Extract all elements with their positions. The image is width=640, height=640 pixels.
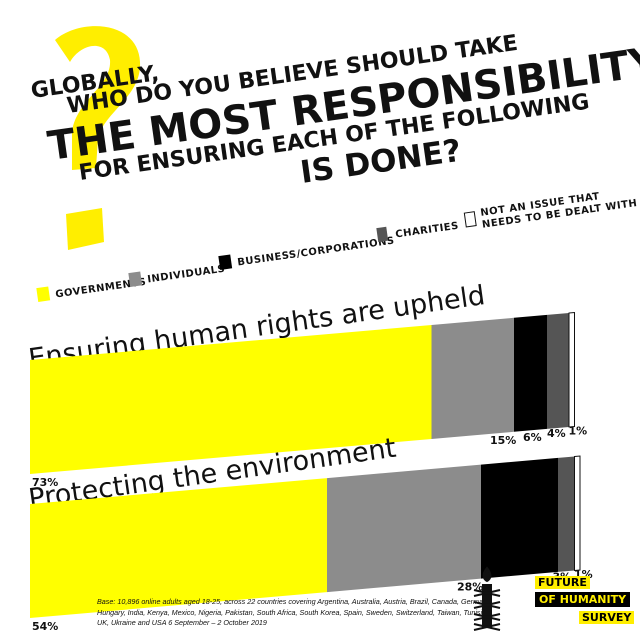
bar-segment: [30, 325, 432, 474]
bar-segment: [30, 478, 327, 618]
bar-segment: [481, 457, 558, 579]
footnote: Base: 10,896 online adults aged 18-25, a…: [97, 597, 492, 627]
logo-line-1: FUTURE: [535, 576, 590, 589]
legend-swatch: [376, 226, 389, 242]
amnesty-candle-logo: [473, 566, 501, 631]
question-mark-hook: [55, 26, 141, 171]
bar-segment: [327, 464, 481, 593]
value-label: 73%: [32, 476, 58, 489]
bar-segment: [547, 313, 569, 429]
question-mark-graphic: [55, 26, 141, 250]
legend: GOVERNMENTSINDIVIDUALSBUSINESS/CORPORATI…: [36, 191, 638, 302]
value-label: 1%: [569, 425, 588, 438]
candle-in-barbed-wire-icon: [473, 566, 501, 631]
bar-segment: [568, 311, 575, 428]
bar-segment: [514, 314, 547, 432]
legend-swatch: [463, 211, 477, 228]
legend-swatch: [218, 254, 233, 270]
bar-segment: [558, 456, 575, 572]
value-label: 54%: [32, 620, 58, 633]
question-mark-dot: [66, 208, 104, 250]
legend-swatch: [36, 286, 51, 302]
legend-label: INDIVIDUALS: [147, 264, 226, 286]
logo-line-2: OF HUMANITY: [535, 592, 631, 607]
value-label: 4%: [547, 427, 566, 440]
future-of-humanity-logo: FUTURE OF HUMANITY SURVEY: [535, 576, 635, 630]
logo-line-3: SURVEY: [579, 611, 635, 624]
legend-label: CHARITIES: [395, 221, 460, 241]
bar-segment: [574, 455, 581, 572]
value-label: 6%: [523, 431, 542, 444]
legend-item: BUSINESS/CORPORATIONS: [218, 235, 396, 270]
bar-segment: [431, 317, 514, 439]
legend-swatch: [128, 271, 143, 287]
value-label: 15%: [490, 434, 516, 447]
legend-label: BUSINESS/CORPORATIONS: [237, 235, 396, 268]
